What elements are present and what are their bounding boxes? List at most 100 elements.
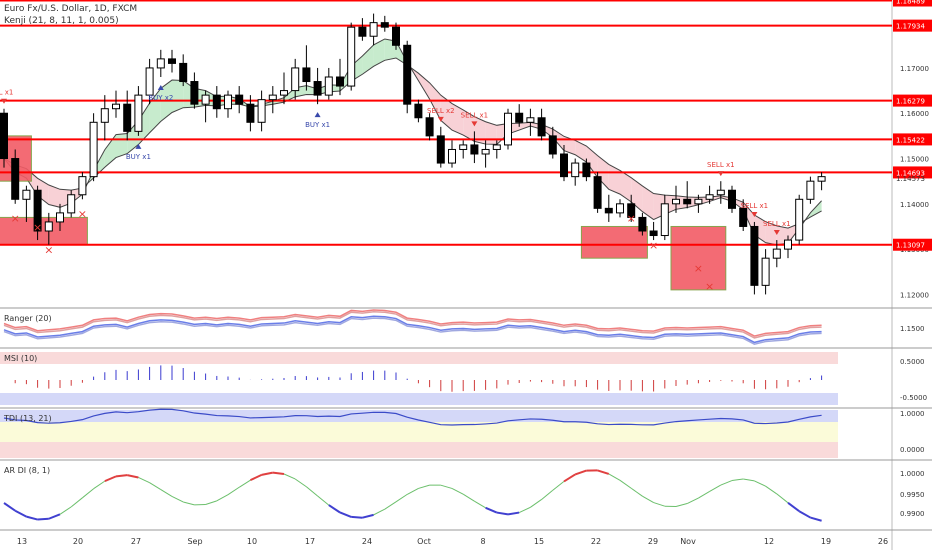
x-tick-label: 10 [247, 537, 257, 546]
tdi-lower-band [0, 442, 838, 458]
candle-up [292, 68, 299, 91]
candle-up [482, 149, 489, 154]
ardi-segment [38, 519, 49, 520]
candle-down [516, 113, 523, 122]
candle-up [146, 68, 153, 95]
level-label: 1.15422 [896, 136, 925, 144]
candle-up [762, 258, 769, 285]
level-label: 1.16279 [896, 98, 925, 106]
x-tick-label: 20 [73, 537, 83, 546]
x-tick-label: 15 [534, 537, 544, 546]
msi-upper-band [0, 352, 838, 364]
x-tick-label: 17 [305, 537, 315, 546]
sell-signal-label: SELL x1 [707, 161, 735, 169]
y-tick-label: 1.16000 [900, 110, 929, 118]
candle-down [650, 231, 657, 236]
signal-zone-box [671, 226, 726, 289]
buy-signal-label: BUY x1 [126, 153, 151, 161]
x-tick-label: 13 [17, 537, 27, 546]
candle-up [572, 163, 579, 177]
candle-up [79, 177, 86, 195]
ranger-label: Ranger (20) [4, 314, 52, 323]
ardi-y-label: 0.9900 [900, 510, 925, 518]
candle-up [617, 204, 624, 213]
candle-down [303, 68, 310, 82]
candle-down [381, 23, 388, 28]
x-tick-label: Sep [187, 537, 202, 546]
cross-marker: × [705, 280, 714, 293]
x-tick-label: 12 [764, 537, 774, 546]
y-tick-label: 1.14000 [900, 201, 929, 209]
candle-down [314, 82, 321, 96]
ardi-y-label: 1.0000 [900, 470, 925, 478]
candle-up [45, 222, 52, 231]
tdi-label: TDI (13, 21) [4, 414, 52, 423]
candle-down [337, 77, 344, 86]
candle-down [415, 104, 422, 118]
candle-down [124, 104, 131, 131]
candle-down [359, 27, 366, 36]
candle-down [404, 45, 411, 104]
buy-signal-label: BUY x2 [148, 94, 173, 102]
ardi-segment [351, 517, 362, 518]
candle-down [393, 27, 400, 45]
candle-up [281, 91, 288, 96]
candle-up [113, 104, 120, 109]
last-price-label: 1.14573 [896, 175, 925, 183]
x-tick-label: 26 [878, 537, 888, 546]
candle-up [807, 181, 814, 199]
cross-marker: × [33, 221, 42, 234]
candle-up [258, 100, 265, 123]
candle-down [12, 159, 19, 200]
candle-up [661, 204, 668, 236]
candle-down [729, 190, 736, 208]
y-tick-label: 1.15000 [900, 156, 929, 164]
candle-down [684, 199, 691, 204]
x-tick-label: 19 [821, 537, 831, 546]
candle-up [460, 145, 467, 150]
candle-up [68, 195, 75, 213]
candle-up [57, 213, 64, 222]
cross-marker: × [44, 244, 53, 257]
candle-up [202, 95, 209, 104]
signal-zone-box [581, 226, 647, 258]
candle-up [818, 177, 825, 182]
indicator-label: Kenji (21, 8, 11, 1, 0.005) [4, 16, 119, 26]
candle-up [325, 77, 332, 95]
x-tick-label: 24 [362, 537, 372, 546]
sell-signal-label: SELL x1 [741, 202, 769, 210]
candle-up [796, 199, 803, 240]
candle-up [449, 149, 456, 163]
candle-down [247, 104, 254, 122]
cross-marker: × [649, 239, 658, 252]
kenji-cloud-segment [172, 80, 183, 112]
symbol-title: Euro Fx/U.S. Dollar, 1D, FXCM [4, 4, 137, 14]
candle-down [561, 154, 568, 177]
candle-down [236, 95, 243, 104]
sell-signal-label: LL x1 [0, 89, 13, 97]
sell-signal-label: SELL x1 [461, 111, 489, 119]
candle-down [583, 163, 590, 177]
x-tick-label: Nov [680, 537, 696, 546]
candle-up [157, 59, 164, 68]
candle-down [549, 136, 556, 154]
candle-down [740, 208, 747, 226]
candle-up [348, 27, 355, 86]
candle-up [505, 113, 512, 145]
x-tick-label: Oct [417, 537, 431, 546]
candle-down [213, 95, 220, 109]
x-tick-label: 8 [480, 537, 485, 546]
candle-up [695, 199, 702, 204]
y-tick-label: 1.17000 [900, 65, 929, 73]
ardi-y-label: 0.9950 [900, 491, 925, 499]
level-label: 1.17934 [896, 23, 925, 31]
candle-down [437, 136, 444, 163]
buy-signal-label: BUY x1 [305, 121, 330, 129]
candle-up [773, 249, 780, 258]
candle-up [135, 95, 142, 131]
msi-lower-band [0, 393, 838, 405]
cross-marker: × [694, 262, 703, 275]
